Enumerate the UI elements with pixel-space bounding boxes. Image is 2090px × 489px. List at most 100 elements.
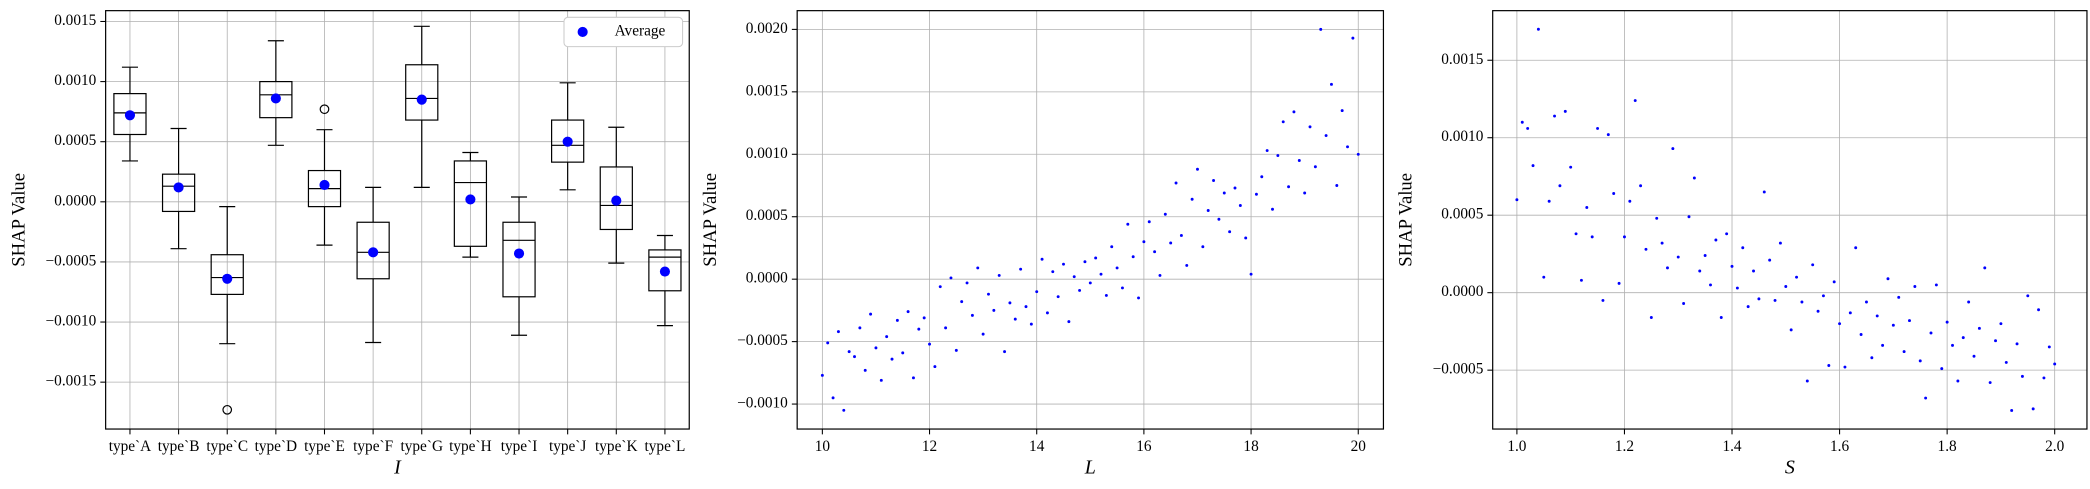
point [1174,181,1178,185]
point [1585,205,1589,209]
axes-frame [1492,10,2088,430]
point [965,281,969,285]
point [1859,333,1863,336]
point [1994,339,1997,343]
point [1811,263,1815,267]
point [836,330,840,334]
y-tick-label: 0.0000 [746,270,788,287]
y-tick-label: 0.0010 [746,145,788,162]
point [933,365,937,369]
mean-marker [124,110,136,121]
point [1313,165,1317,169]
mean-marker [513,248,525,259]
y-tick-label: −0.0010 [737,395,788,412]
point [1881,343,1885,347]
point [831,396,835,400]
x-tick-label: type`H [449,438,492,455]
point [869,312,873,316]
point [1913,285,1917,288]
point [1875,314,1879,318]
y-tick-label: −0.0015 [46,373,97,390]
y-tick-label: −0.0010 [46,313,97,330]
point [1655,216,1659,220]
point [1228,230,1232,234]
point [1692,176,1696,180]
y-tick-label: −0.0005 [46,252,97,269]
mean-marker [416,94,427,105]
point [1666,266,1669,270]
y-tick-label: 0.0010 [54,72,96,89]
point [1324,134,1328,138]
point [928,342,932,346]
point [1526,126,1530,130]
box [161,173,196,213]
point [1206,209,1210,212]
point [1918,359,1922,363]
point [1682,302,1686,305]
point [1590,235,1594,239]
legend-label: Average [615,22,666,39]
x-tick-label: type`D [255,438,298,455]
point [1795,275,1799,279]
x-tick-label: 14 [1029,438,1045,455]
point [1735,286,1739,290]
point [1024,305,1028,309]
point [1351,36,1355,40]
point [1725,232,1729,236]
y-tick-label: 0.0015 [746,82,788,99]
mean-marker [319,179,330,191]
point [1088,281,1092,285]
y-tick-label: 0.0020 [746,20,788,37]
point [1110,245,1114,249]
point [1773,298,1777,302]
y-axis-label: SHAP Value [700,173,721,267]
point [1596,126,1600,130]
y-tick-label: 0.0000 [54,192,96,209]
point [1008,301,1012,305]
box [648,249,682,292]
point [1601,298,1605,302]
point [1244,236,1248,240]
point [1254,192,1258,196]
point [1843,365,1847,369]
point [901,351,905,355]
point [992,308,996,312]
point [1056,295,1060,299]
point [1233,186,1237,190]
point [2015,342,2019,346]
point [1703,254,1707,257]
point [1714,238,1718,242]
point [981,332,985,336]
point [1260,175,1264,179]
y-axis-label: SHAP Value [1396,173,1417,267]
point [2004,360,2008,364]
point [1131,255,1135,259]
point [1945,320,1949,324]
point [1099,272,1103,276]
point [1078,288,1082,292]
point [1222,191,1226,195]
point [1179,233,1183,237]
point [1329,82,1333,86]
x-tick-label: 1.2 [1615,438,1634,455]
point [2047,345,2051,349]
point [2031,407,2035,411]
point [1902,350,1906,354]
point [1217,217,1221,221]
box [113,93,147,136]
legend-marker [577,26,588,38]
y-tick-label: 0.0015 [1441,51,1483,68]
y-axis-label: SHAP Value [9,173,30,267]
point [1784,285,1788,288]
point [1238,204,1242,207]
x-tick-label: 2.0 [2045,438,2064,455]
x-tick-label: 12 [922,438,937,455]
point [1045,311,1049,315]
point [1617,281,1621,285]
point [1265,149,1269,153]
point [1271,207,1274,211]
point [1805,379,1809,383]
point [1276,154,1280,157]
point [895,318,899,322]
